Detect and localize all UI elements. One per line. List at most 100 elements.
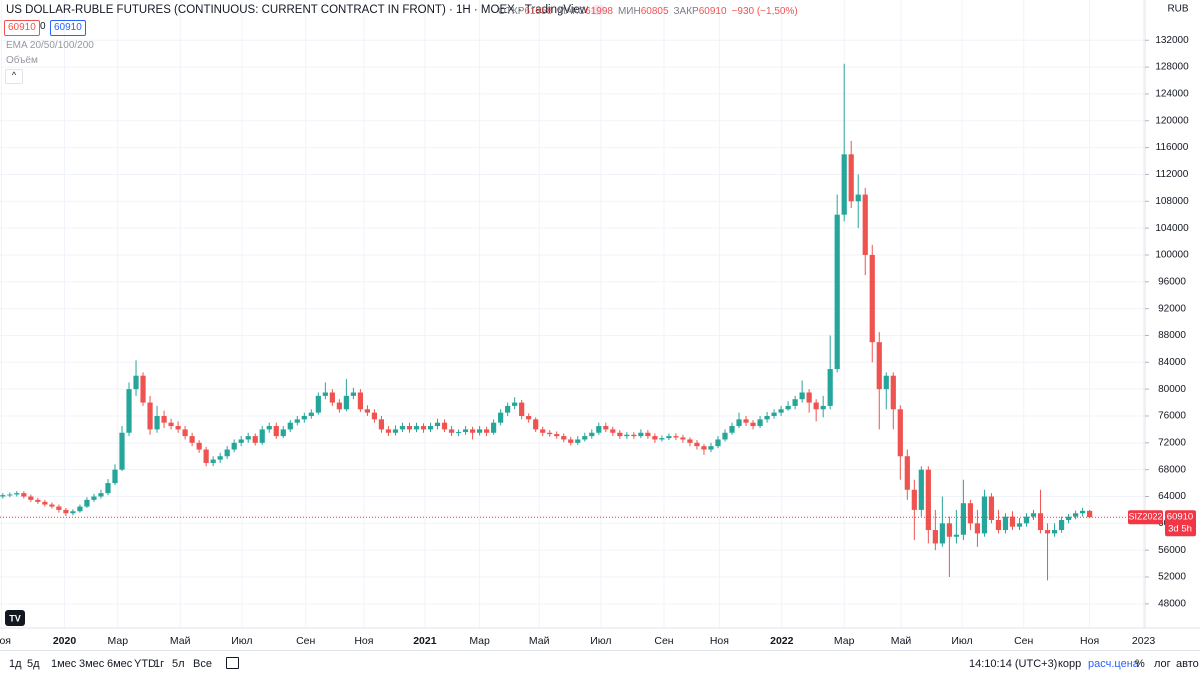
candle-body	[329, 392, 335, 403]
candle-body	[659, 438, 665, 440]
candle-body	[392, 429, 399, 433]
candle-body	[1037, 513, 1044, 531]
candle-body	[673, 436, 679, 438]
range-button[interactable]: YTD	[134, 658, 156, 670]
option-button[interactable]: лог	[1154, 658, 1171, 670]
sell-button[interactable]: 60910	[4, 20, 40, 36]
candle-body	[561, 436, 567, 440]
candle-body	[315, 395, 321, 413]
range-button[interactable]: 6мес	[107, 658, 133, 670]
candle-body	[182, 429, 188, 437]
range-button[interactable]: Все	[193, 658, 212, 670]
candle-body	[476, 429, 483, 433]
option-button[interactable]: расч.цена	[1088, 658, 1139, 670]
grid	[0, 0, 1145, 628]
y-tick-label: 76000	[1158, 411, 1186, 422]
candle-body	[841, 154, 847, 215]
indicator[interactable]: EMA 20/50/100/200	[6, 40, 94, 51]
candle-body	[308, 412, 314, 416]
candle-body	[687, 439, 693, 443]
status-icon[interactable]	[591, 4, 606, 15]
svg-text:TV: TV	[9, 613, 21, 623]
candle-body	[771, 412, 777, 416]
candle-body	[1065, 516, 1072, 520]
y-tick-label: 112000	[1156, 169, 1189, 180]
candle-body	[484, 429, 490, 433]
candle-body	[519, 402, 525, 416]
y-tick-label: 132000	[1155, 35, 1189, 46]
candle-body	[834, 214, 840, 370]
candle-body	[652, 436, 658, 440]
candle-body	[147, 402, 153, 430]
buy-button[interactable]: 60910	[50, 20, 86, 36]
price-tag	[1165, 510, 1196, 537]
symbol-title: US DOLLAR-RUBLE FUTURES (CONTINUOUS: CUR…	[6, 4, 606, 16]
option-button[interactable]: %	[1135, 658, 1145, 670]
price-tag-label: 60910	[1167, 512, 1193, 523]
y-tick-label: 120000	[1155, 115, 1189, 126]
candle-body	[1087, 510, 1093, 518]
candle-body	[505, 405, 511, 413]
candle-body	[238, 439, 244, 443]
x-tick-label: Ноя	[1080, 635, 1099, 647]
x-tick-label: 2020	[53, 635, 77, 647]
range-button[interactable]: 3мес	[79, 658, 105, 670]
candle-body	[526, 415, 532, 420]
x-tick-label: 2023	[1132, 635, 1156, 647]
candle-body	[28, 496, 34, 500]
tv-logo: TV	[5, 610, 25, 626]
candle-body	[245, 436, 251, 440]
candle-body	[736, 419, 742, 427]
candle-body	[967, 503, 974, 524]
collapse-button[interactable]: ^	[5, 69, 23, 84]
candle-body	[56, 506, 62, 510]
candle-body	[792, 399, 798, 406]
range-button[interactable]: 5л	[172, 658, 185, 670]
y-tick-label: 108000	[1155, 196, 1189, 207]
x-tick-label: Май	[170, 635, 191, 647]
range-button[interactable]: 1мес	[51, 658, 77, 670]
candle-body	[638, 432, 644, 437]
candle-body	[364, 409, 371, 413]
candle-body	[266, 426, 272, 430]
candle-body	[617, 432, 623, 437]
y-tick-label: 48000	[1158, 598, 1186, 609]
candle-body	[827, 369, 833, 406]
y-tick-label: 124000	[1155, 89, 1189, 100]
candle-body	[883, 375, 889, 390]
candle-body	[897, 409, 903, 457]
x-tick-label: Май	[529, 635, 550, 647]
candle-body	[406, 426, 413, 430]
compare-icon[interactable]	[226, 657, 239, 669]
candle-body	[624, 434, 630, 437]
range-button[interactable]: 5д	[27, 658, 40, 670]
candle-body	[855, 194, 861, 202]
x-tick-label: Ноя	[354, 635, 373, 647]
candle-body	[70, 511, 76, 514]
candle-body	[540, 429, 546, 433]
candle-body	[252, 436, 258, 443]
option-button[interactable]: авто	[1176, 658, 1199, 670]
y-tick-label: 128000	[1155, 62, 1189, 73]
range-button[interactable]: 1д	[9, 658, 22, 670]
y-tick-label: 68000	[1158, 464, 1186, 475]
candle-body	[119, 432, 125, 470]
spread: 0	[40, 21, 46, 32]
x-tick-label: 2021	[413, 635, 437, 647]
candle-body	[904, 456, 910, 490]
candle-body	[154, 415, 160, 430]
range-button[interactable]: 1г	[154, 658, 165, 670]
candle-body	[287, 422, 293, 430]
candle-body	[14, 493, 20, 495]
candle-body	[357, 392, 363, 410]
candle-body	[960, 503, 966, 535]
candle-body	[869, 254, 875, 343]
chart: RUB TV 480005200056000600006400068000720…	[0, 0, 1200, 647]
candle-body	[610, 429, 616, 433]
candle-body	[161, 415, 167, 423]
candle-body	[196, 442, 202, 450]
candle-body	[217, 456, 223, 460]
option-button[interactable]: корр	[1058, 658, 1082, 670]
indicator[interactable]: Объём	[6, 55, 38, 66]
